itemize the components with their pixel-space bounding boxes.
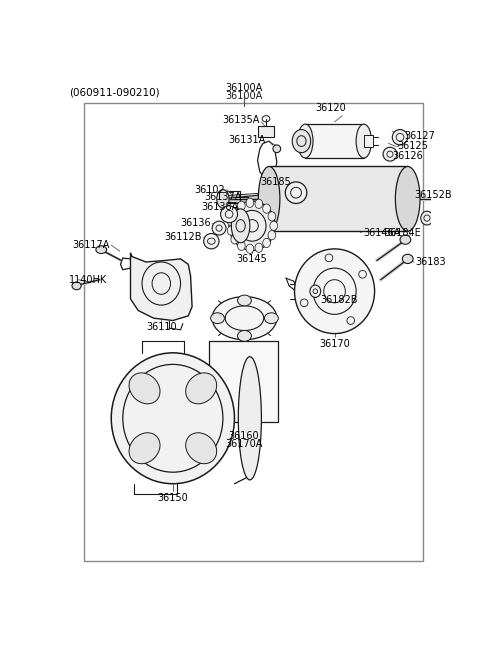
Polygon shape xyxy=(131,253,192,321)
Ellipse shape xyxy=(238,241,245,251)
Bar xyxy=(258,127,275,137)
Text: 36127: 36127 xyxy=(404,131,435,140)
Ellipse shape xyxy=(246,244,254,253)
Text: 36100A: 36100A xyxy=(225,91,262,101)
Text: 36152B: 36152B xyxy=(414,190,452,200)
Text: 36170A: 36170A xyxy=(225,439,263,449)
Ellipse shape xyxy=(402,255,413,264)
Text: 36117A: 36117A xyxy=(72,240,110,250)
Ellipse shape xyxy=(229,201,275,251)
Text: 36185: 36185 xyxy=(260,177,291,187)
Ellipse shape xyxy=(270,221,277,230)
Ellipse shape xyxy=(211,313,225,323)
Text: 36131A: 36131A xyxy=(229,134,266,144)
Text: 36126: 36126 xyxy=(392,152,423,161)
Ellipse shape xyxy=(231,207,239,217)
Ellipse shape xyxy=(292,129,311,153)
Text: 36125: 36125 xyxy=(398,142,429,152)
Text: 36112B: 36112B xyxy=(165,232,202,242)
Ellipse shape xyxy=(383,147,397,161)
Text: 36120: 36120 xyxy=(315,102,346,113)
Ellipse shape xyxy=(238,201,245,211)
Ellipse shape xyxy=(298,124,313,158)
Ellipse shape xyxy=(273,145,281,153)
Ellipse shape xyxy=(227,216,235,226)
Ellipse shape xyxy=(295,249,374,334)
Ellipse shape xyxy=(268,230,276,240)
Bar xyxy=(305,124,364,158)
Text: 36138A: 36138A xyxy=(201,201,238,211)
Text: (060911-090210): (060911-090210) xyxy=(69,87,159,97)
Text: 36150: 36150 xyxy=(157,493,188,503)
Ellipse shape xyxy=(238,331,252,341)
Text: 36137A: 36137A xyxy=(205,192,242,202)
Ellipse shape xyxy=(111,353,234,483)
Ellipse shape xyxy=(421,211,433,225)
Text: 36160: 36160 xyxy=(228,432,259,441)
Ellipse shape xyxy=(96,246,107,253)
Ellipse shape xyxy=(217,190,229,208)
Ellipse shape xyxy=(392,129,408,145)
Text: 36100A: 36100A xyxy=(225,83,262,92)
Ellipse shape xyxy=(227,226,235,236)
Ellipse shape xyxy=(221,206,238,222)
Ellipse shape xyxy=(400,235,411,244)
Text: 36182B: 36182B xyxy=(321,295,358,306)
Ellipse shape xyxy=(72,282,81,290)
Ellipse shape xyxy=(212,297,277,340)
Ellipse shape xyxy=(255,243,263,253)
Ellipse shape xyxy=(246,198,254,207)
Ellipse shape xyxy=(231,235,239,244)
Ellipse shape xyxy=(231,209,250,243)
Ellipse shape xyxy=(263,238,270,247)
Text: 36145: 36145 xyxy=(237,255,267,264)
Text: 36146A: 36146A xyxy=(363,228,400,239)
Ellipse shape xyxy=(268,212,276,221)
Ellipse shape xyxy=(204,234,219,249)
Ellipse shape xyxy=(186,373,216,404)
Ellipse shape xyxy=(255,199,263,209)
Ellipse shape xyxy=(263,204,270,213)
Text: 36110: 36110 xyxy=(146,322,177,332)
Text: 36136: 36136 xyxy=(180,218,211,228)
Text: 36170: 36170 xyxy=(319,339,350,349)
Bar xyxy=(269,167,408,231)
Ellipse shape xyxy=(129,433,160,464)
Ellipse shape xyxy=(238,295,252,306)
Text: 36183: 36183 xyxy=(415,257,446,267)
Ellipse shape xyxy=(285,182,307,203)
Ellipse shape xyxy=(186,433,216,464)
Text: 36184E: 36184E xyxy=(384,228,421,239)
Ellipse shape xyxy=(212,221,226,235)
Ellipse shape xyxy=(238,357,262,480)
Ellipse shape xyxy=(258,167,280,231)
Polygon shape xyxy=(364,135,373,147)
Bar xyxy=(209,341,278,422)
Text: 36135A: 36135A xyxy=(223,115,260,125)
Ellipse shape xyxy=(396,167,420,231)
Ellipse shape xyxy=(356,124,372,158)
Text: 1140HK: 1140HK xyxy=(69,275,107,285)
Ellipse shape xyxy=(264,313,278,323)
Ellipse shape xyxy=(310,285,321,297)
Ellipse shape xyxy=(129,373,160,404)
Text: 36102: 36102 xyxy=(194,184,225,195)
